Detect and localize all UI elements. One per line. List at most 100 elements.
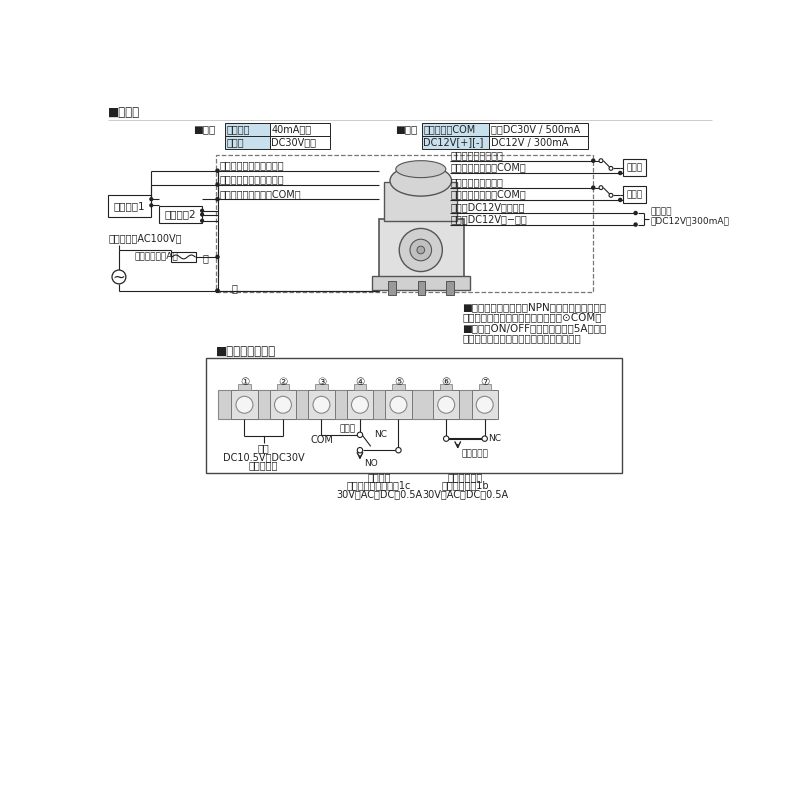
Text: （無極性）: （無極性）	[249, 461, 278, 470]
Bar	[270, 123, 330, 136]
Circle shape	[476, 396, 493, 414]
Text: 無電圧接点：1b: 無電圧接点：1b	[442, 481, 490, 490]
Text: 設備１: 設備１	[626, 163, 642, 172]
Bar	[472, 390, 498, 419]
Bar	[218, 390, 494, 419]
Bar	[384, 182, 457, 221]
Bar	[446, 281, 454, 294]
Circle shape	[609, 194, 613, 198]
Text: （DC12V・300mA）: （DC12V・300mA）	[650, 216, 729, 226]
Bar	[226, 123, 270, 136]
Text: 出力、出力COM: 出力、出力COM	[423, 125, 475, 134]
Circle shape	[216, 290, 219, 292]
Bar	[216, 155, 594, 292]
Bar	[270, 390, 296, 419]
Text: NC: NC	[489, 434, 502, 443]
Text: 電源: 電源	[258, 444, 270, 454]
Bar	[389, 281, 396, 294]
Bar	[231, 390, 258, 419]
Circle shape	[358, 432, 362, 438]
Text: 緑色（順方向出力COM）: 緑色（順方向出力COM）	[451, 162, 526, 173]
Text: ③: ③	[317, 378, 326, 387]
Bar	[490, 136, 588, 149]
Text: ■電源のON/OFFには、接点定格5A以上の: ■電源のON/OFFには、接点定格5A以上の	[462, 322, 606, 333]
Text: 入力電源（AC100V）: 入力電源（AC100V）	[108, 234, 182, 243]
Circle shape	[618, 198, 622, 202]
Text: 無電圧リレー接点：1c: 無電圧リレー接点：1c	[347, 481, 411, 490]
Bar	[270, 136, 330, 149]
Text: ①: ①	[240, 378, 249, 387]
Circle shape	[358, 447, 362, 453]
Text: タンパー出力: タンパー出力	[448, 472, 483, 482]
Text: 白: 白	[202, 254, 208, 263]
Bar	[159, 206, 202, 223]
Bar	[108, 195, 151, 217]
Text: ■回転灯: ■回転灯	[108, 106, 140, 119]
Text: スイッチまたはリレーをご使用ください。: スイッチまたはリレーをご使用ください。	[462, 333, 581, 342]
Bar	[206, 358, 622, 474]
Circle shape	[150, 198, 153, 201]
Text: ②: ②	[278, 378, 287, 387]
Text: ヒューズ（１A）: ヒューズ（１A）	[134, 252, 178, 261]
Text: 炀色（DC12V［−］）: 炀色（DC12V［−］）	[451, 214, 527, 224]
Bar	[315, 384, 328, 390]
Circle shape	[599, 186, 603, 190]
Text: 電源出力: 電源出力	[650, 208, 672, 217]
Text: ⑦: ⑦	[480, 378, 490, 387]
Circle shape	[443, 436, 449, 442]
Circle shape	[351, 396, 369, 414]
Text: ■赤外線センサー: ■赤外線センサー	[216, 345, 276, 358]
Circle shape	[399, 229, 442, 271]
Text: 黒: 黒	[231, 283, 238, 294]
Circle shape	[396, 447, 401, 453]
Text: ~: ~	[113, 270, 126, 285]
Text: 30V（AC・DC）0.5A: 30V（AC・DC）0.5A	[422, 489, 509, 499]
Bar	[478, 384, 491, 390]
Circle shape	[390, 396, 407, 414]
Text: DC12V / 300mA: DC12V / 300mA	[491, 138, 568, 147]
Circle shape	[599, 158, 603, 162]
Circle shape	[313, 396, 330, 414]
Text: COM: COM	[310, 435, 333, 445]
Circle shape	[609, 166, 613, 170]
Bar	[354, 384, 366, 390]
Text: カバー開時: カバー開時	[462, 450, 489, 458]
Bar	[238, 384, 250, 390]
Circle shape	[201, 213, 203, 216]
Text: 警報出力: 警報出力	[367, 472, 391, 482]
Text: DC10.5V～DC30V: DC10.5V～DC30V	[223, 452, 305, 462]
Text: またはフォトカプラにて制御可能（⊙COM）: またはフォトカプラにて制御可能（⊙COM）	[462, 312, 602, 322]
Text: センサー2: センサー2	[165, 210, 196, 219]
Bar	[226, 136, 270, 149]
Circle shape	[216, 183, 219, 186]
Bar	[422, 136, 490, 149]
Circle shape	[216, 198, 219, 201]
Ellipse shape	[390, 166, 451, 196]
Text: 紫色（逆方向出力COM）: 紫色（逆方向出力COM）	[451, 190, 526, 199]
Circle shape	[417, 246, 425, 254]
Bar	[418, 281, 426, 294]
Bar	[347, 390, 373, 419]
Circle shape	[438, 396, 454, 414]
Text: 青色（DC12V［＋］）: 青色（DC12V［＋］）	[451, 202, 526, 213]
Text: DC12V[+][-]: DC12V[+][-]	[423, 138, 483, 147]
Ellipse shape	[396, 161, 446, 178]
Text: 30V（AC・DC）0.5A: 30V（AC・DC）0.5A	[336, 489, 422, 499]
Circle shape	[274, 396, 291, 414]
Bar	[171, 252, 196, 262]
Circle shape	[618, 171, 622, 174]
Circle shape	[150, 204, 153, 206]
Text: ■入力: ■入力	[193, 124, 215, 134]
Text: 定格DC30V / 500mA: 定格DC30V / 500mA	[491, 125, 580, 134]
Text: 耗電圧: 耗電圧	[226, 138, 244, 147]
Text: 青色（センサー入力２）: 青色（センサー入力２）	[220, 174, 285, 184]
Circle shape	[201, 219, 203, 222]
Circle shape	[634, 223, 637, 226]
Text: センサー1: センサー1	[114, 201, 146, 211]
Bar	[379, 219, 464, 289]
Text: NC: NC	[374, 430, 387, 439]
Text: 警報時: 警報時	[340, 424, 356, 433]
Text: 灰色（センサー入力COM）: 灰色（センサー入力COM）	[220, 189, 302, 198]
Text: ⑥: ⑥	[442, 378, 451, 387]
Bar	[308, 390, 334, 419]
